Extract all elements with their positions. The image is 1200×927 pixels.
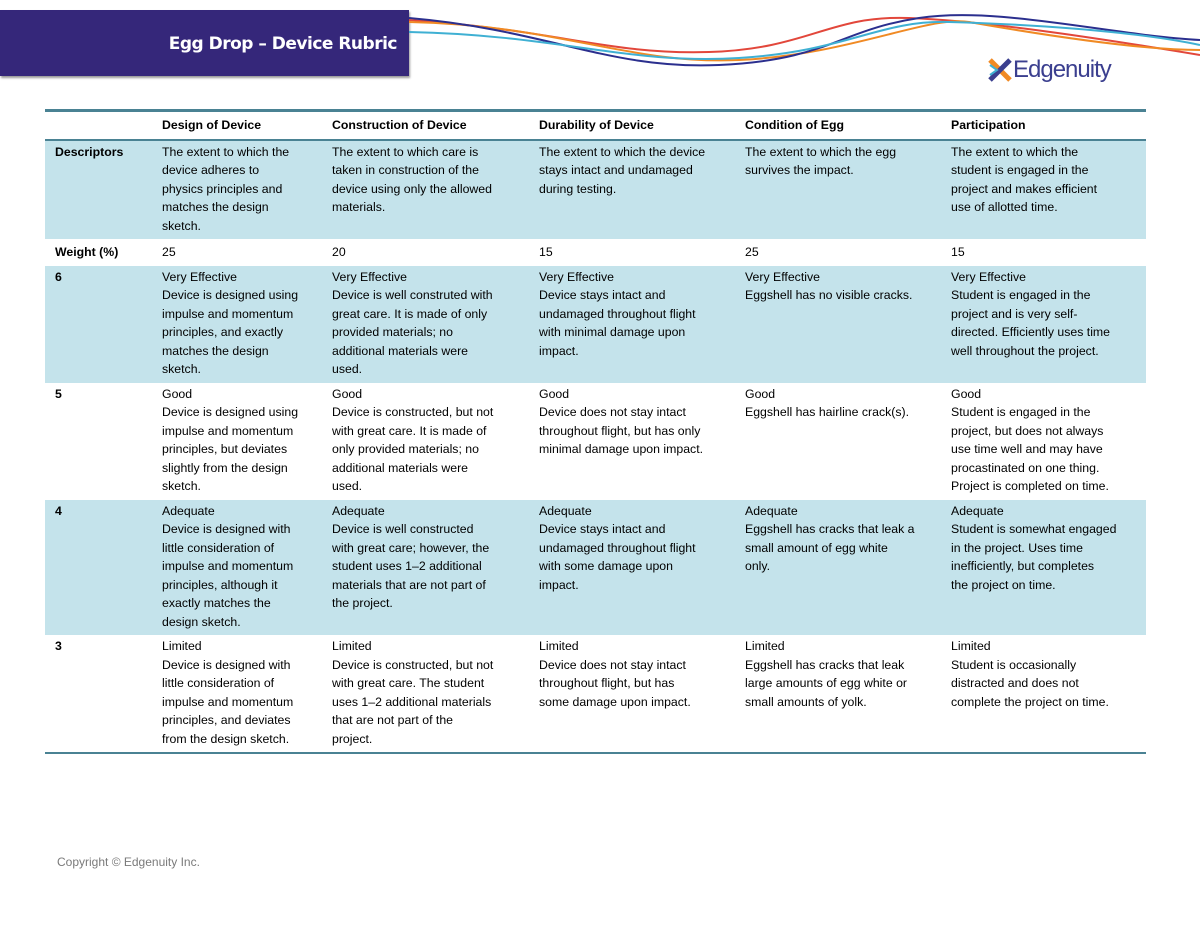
level-description: Eggshell has no visible cracks. bbox=[745, 288, 913, 302]
score-row-4: 4 Adequate Device is designed with little … bbox=[45, 499, 1146, 635]
level-name: Good bbox=[539, 386, 570, 401]
level-description: Device is constructed, but not with grea… bbox=[332, 657, 494, 746]
rubric-cell: Very Effective Eggshell has no visible cr… bbox=[735, 265, 941, 383]
level-name: Limited bbox=[745, 639, 785, 653]
level-description: Eggshell has hairline crack(s). bbox=[745, 405, 910, 419]
rubric-cell: Very Effective Student is engaged in the … bbox=[941, 265, 1146, 383]
descriptor-cell: The extent to which the device adheres t… bbox=[152, 139, 322, 239]
rubric-cell: Good Device does not stay intact througho… bbox=[529, 383, 735, 500]
edgenuity-logo: Edgenuity bbox=[987, 56, 1112, 84]
level-description: Device is designed using impulse and mom… bbox=[162, 405, 299, 493]
level-description: Device does not stay intact throughout f… bbox=[539, 657, 691, 709]
row-label: Descriptors bbox=[45, 139, 152, 239]
level-description: Device is designed using impulse and mom… bbox=[162, 288, 299, 376]
decorative-waves bbox=[409, 14, 1200, 67]
level-name: Adequate bbox=[951, 503, 1004, 518]
score-row-6: 6 Very Effective Device is designed using … bbox=[45, 265, 1146, 383]
level-description: Device does not stay intact throughout f… bbox=[539, 405, 704, 456]
score-label: 5 bbox=[55, 386, 62, 401]
descriptor-cell: The extent to which the student is engag… bbox=[941, 139, 1146, 239]
descriptor-cell: The extent to which the egg survives the… bbox=[735, 139, 941, 239]
corner-cell bbox=[45, 110, 152, 141]
rubric-cell: Good Eggshell has hairline crack(s). bbox=[735, 383, 941, 500]
level-name: Good bbox=[951, 386, 982, 401]
level-description: Device stays intact and undamaged throug… bbox=[539, 522, 696, 592]
level-name: Limited bbox=[539, 639, 579, 653]
page-title: Egg Drop – Device Rubric bbox=[168, 34, 398, 54]
level-name: Adequate bbox=[539, 503, 592, 518]
descriptors-row: Descriptors The extent to which the devi… bbox=[45, 139, 1146, 239]
descriptor-cell: The extent to which care is taken in con… bbox=[322, 139, 529, 239]
score-row-5: 5 Good Device is designed using impulse an… bbox=[45, 383, 1146, 500]
level-description: Device is well construted with great car… bbox=[332, 288, 493, 376]
weight-cell: 25 bbox=[162, 245, 176, 259]
rubric-table: Design of Device Construction of Device … bbox=[45, 109, 1146, 754]
level-name: Very Effective bbox=[951, 269, 1026, 284]
level-description: Eggshell has cracks that leak a small am… bbox=[745, 522, 915, 573]
rubric-cell: Adequate Device stays intact and undamage… bbox=[529, 499, 735, 635]
level-description: Student is occasionally distracted and d… bbox=[951, 657, 1109, 709]
rubric-cell: Good Device is constructed, but not with … bbox=[322, 383, 529, 500]
rubric-cell: Adequate Device is designed with little c… bbox=[152, 499, 322, 635]
rubric-cell: Very Effective Device is designed using i… bbox=[152, 265, 322, 383]
column-header: Durability of Device bbox=[529, 110, 735, 141]
rubric-cell: Limited Student is occasionally distracte… bbox=[941, 635, 1146, 753]
column-header: Design of Device bbox=[152, 110, 322, 141]
score-label: 4 bbox=[45, 499, 152, 635]
rubric-cell: Limited Device is constructed, but not wi… bbox=[322, 635, 529, 753]
score-label: 6 bbox=[45, 265, 152, 383]
level-description: Student is somewhat engaged in the proje… bbox=[951, 522, 1117, 592]
header-row: Design of Device Construction of Device … bbox=[45, 110, 1146, 141]
level-name: Limited bbox=[162, 639, 202, 653]
level-description: Device stays intact and undamaged throug… bbox=[539, 288, 696, 358]
level-description: Student is engaged in the project and is… bbox=[951, 288, 1111, 358]
level-name: Limited bbox=[332, 639, 372, 653]
rubric-cell: Good Device is designed using impulse and… bbox=[152, 383, 322, 500]
column-header: Condition of Egg bbox=[735, 110, 941, 141]
level-description: Eggshell has cracks that leak large amou… bbox=[745, 657, 908, 709]
logo-text: Edgenuity bbox=[1013, 56, 1112, 83]
column-header: Participation bbox=[941, 110, 1146, 141]
weight-cell: 15 bbox=[539, 245, 553, 259]
score-row-3: 3 Limited Device is designed with little c… bbox=[45, 635, 1146, 753]
edgenuity-x-icon bbox=[988, 58, 1012, 82]
level-name: Good bbox=[162, 386, 193, 401]
rubric-cell: Limited Device does not stay intact throu… bbox=[529, 635, 735, 753]
level-name: Very Effective bbox=[332, 269, 407, 284]
weight-cell: 20 bbox=[332, 245, 346, 259]
level-name: Very Effective bbox=[539, 269, 614, 284]
descriptor-cell: The extent to which the device stays int… bbox=[529, 139, 735, 239]
weight-row: Weight (%) 25 20 15 25 15 bbox=[45, 239, 1146, 266]
title-banner: Egg Drop – Device Rubric bbox=[0, 10, 409, 76]
level-name: Limited bbox=[951, 639, 991, 653]
rubric-cell: Very Effective Device is well construted … bbox=[322, 265, 529, 383]
copyright: Copyright © Edgenuity Inc. bbox=[57, 855, 200, 869]
score-label: 3 bbox=[55, 639, 62, 653]
rubric-cell: Adequate Eggshell has cracks that leak a … bbox=[735, 499, 941, 635]
weight-cell: 15 bbox=[951, 245, 965, 259]
rubric-cell: Limited Eggshell has cracks that leak lar… bbox=[735, 635, 941, 753]
column-header: Construction of Device bbox=[322, 110, 529, 141]
level-description: Student is engaged in the project, but d… bbox=[951, 405, 1109, 493]
level-name: Very Effective bbox=[745, 269, 820, 284]
level-description: Device is well constructed with great ca… bbox=[332, 522, 490, 610]
rubric-cell: Adequate Device is well constructed with … bbox=[322, 499, 529, 635]
level-name: Adequate bbox=[745, 503, 798, 518]
weight-cell: 25 bbox=[745, 245, 759, 259]
level-name: Good bbox=[745, 386, 776, 401]
level-name: Adequate bbox=[332, 503, 385, 518]
rubric-cell: Very Effective Device stays intact and un… bbox=[529, 265, 735, 383]
level-name: Good bbox=[332, 386, 363, 401]
level-name: Adequate bbox=[162, 503, 215, 518]
rubric-cell: Good Student is engaged in the project, b… bbox=[941, 383, 1146, 500]
level-description: Device is designed with little considera… bbox=[162, 657, 294, 746]
level-description: Device is constructed, but not with grea… bbox=[332, 405, 494, 493]
row-label: Weight (%) bbox=[55, 245, 119, 259]
rubric-cell: Adequate Student is somewhat engaged in t… bbox=[941, 499, 1146, 635]
rubric-cell: Limited Device is designed with little co… bbox=[152, 635, 322, 753]
level-description: Device is designed with little considera… bbox=[162, 522, 294, 629]
level-name: Very Effective bbox=[162, 269, 237, 284]
